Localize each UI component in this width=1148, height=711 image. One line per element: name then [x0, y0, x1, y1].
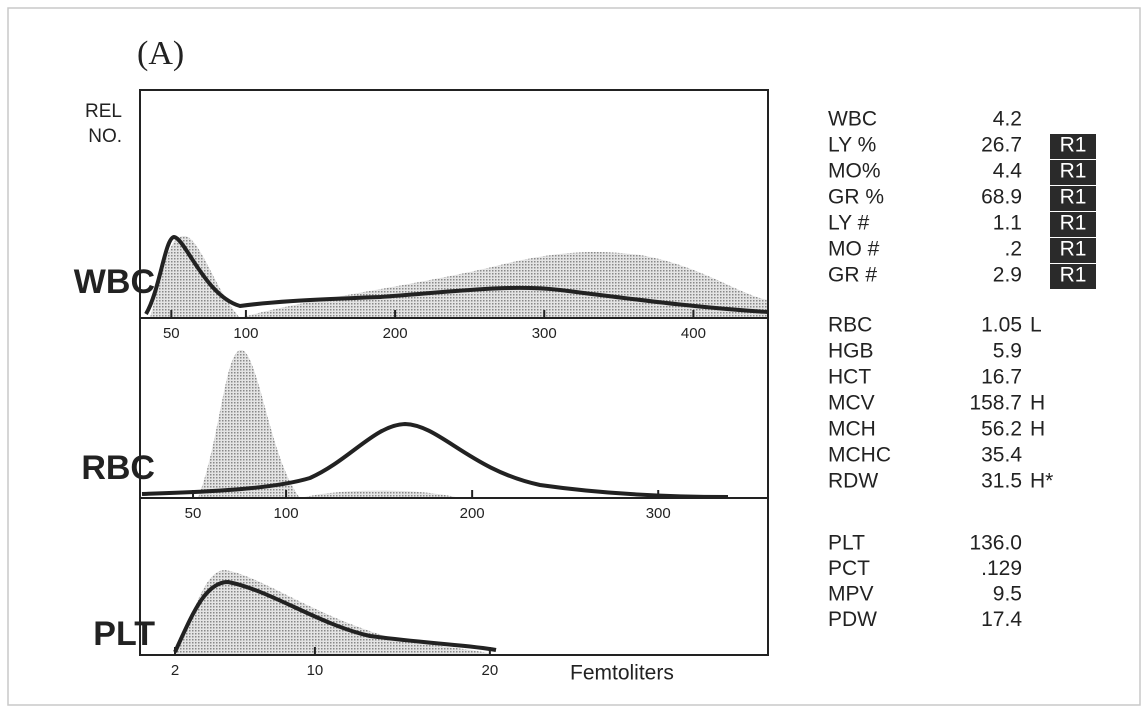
result-value: 4.2	[993, 108, 1022, 131]
rbc-shaded	[300, 490, 460, 498]
result-value: 5.9	[993, 340, 1022, 363]
result-flag: R1	[1060, 186, 1087, 209]
x-tick-label: 20	[482, 662, 499, 679]
result-flag: R1	[1060, 264, 1087, 287]
result-name: HGB	[828, 340, 874, 363]
result-value: 31.5	[981, 470, 1022, 493]
frame	[7, 7, 1141, 706]
result-value: 35.4	[981, 444, 1022, 467]
result-flag: R1	[1060, 238, 1087, 261]
result-flag: H	[1030, 392, 1045, 415]
result-value: 2.9	[993, 264, 1022, 287]
result-flag: R1	[1060, 160, 1087, 183]
result-name: MCV	[828, 392, 875, 415]
result-name: PDW	[828, 608, 877, 631]
x-tick-label: 400	[681, 325, 706, 342]
rbc-shaded	[198, 350, 300, 498]
plot-box	[139, 89, 769, 656]
x-tick-label: 50	[163, 325, 180, 342]
x-tick-label: 2	[171, 662, 179, 679]
x-axis-label: Femtoliters	[570, 662, 674, 685]
x-tick-label: 50	[185, 505, 202, 522]
x-tick-label: 100	[233, 325, 258, 342]
plt-curve	[173, 579, 497, 653]
flag-box	[1050, 134, 1096, 159]
result-name: HCT	[828, 366, 871, 389]
result-flag: R1	[1060, 134, 1087, 157]
result-name: PLT	[828, 532, 865, 555]
x-tick-label: 300	[646, 505, 671, 522]
result-flag: H	[1030, 418, 1045, 441]
panel-name: WBC	[74, 263, 155, 301]
rbc-curve	[141, 421, 729, 499]
result-value: 26.7	[981, 134, 1022, 157]
result-value: 17.4	[981, 608, 1022, 631]
result-flag: L	[1030, 314, 1042, 337]
result-value: 4.4	[993, 160, 1023, 183]
x-tick-label: 100	[274, 505, 299, 522]
result-flag: H*	[1030, 470, 1053, 493]
wbc-shaded	[150, 235, 240, 318]
wbc-curve	[144, 234, 769, 316]
flag-box	[1050, 160, 1096, 185]
result-value: 9.5	[993, 583, 1022, 606]
result-flag: R1	[1060, 212, 1087, 235]
y-axis-label: REL	[85, 101, 122, 122]
wbc-shaded	[240, 252, 768, 318]
result-value: 1.05	[981, 314, 1022, 337]
x-tick-label: 10	[307, 662, 324, 679]
x-tick-label: 300	[532, 325, 557, 342]
result-name: WBC	[828, 108, 877, 131]
result-name: GR %	[828, 186, 884, 209]
result-name: RDW	[828, 470, 878, 493]
x-tick-label: 200	[383, 325, 408, 342]
result-value: 136.0	[969, 532, 1022, 555]
result-name: MCHC	[828, 444, 891, 467]
result-name: LY #	[828, 212, 870, 235]
result-value: 158.7	[969, 392, 1022, 415]
flag-box	[1050, 238, 1096, 263]
result-value: 56.2	[981, 418, 1022, 441]
panel-name: RBC	[81, 449, 155, 487]
result-value: 1.1	[993, 212, 1022, 235]
y-axis-label: NO.	[88, 126, 122, 147]
result-name: RBC	[828, 314, 872, 337]
result-name: MO%	[828, 160, 881, 183]
result-name: PCT	[828, 557, 870, 580]
result-value: .129	[981, 557, 1022, 580]
flag-box	[1050, 264, 1096, 289]
flag-box	[1050, 186, 1096, 211]
result-value: 68.9	[981, 186, 1022, 209]
result-name: MPV	[828, 583, 874, 606]
result-name: MCH	[828, 418, 876, 441]
panel-name: PLT	[93, 615, 155, 653]
flag-box	[1050, 212, 1096, 237]
result-value: 16.7	[981, 366, 1022, 389]
result-name: LY %	[828, 134, 876, 157]
x-tick-label: 200	[460, 505, 485, 522]
result-value: .2	[1004, 238, 1022, 261]
result-name: MO #	[828, 238, 880, 261]
figure-label: (A)	[137, 35, 184, 72]
result-name: GR #	[828, 264, 877, 287]
